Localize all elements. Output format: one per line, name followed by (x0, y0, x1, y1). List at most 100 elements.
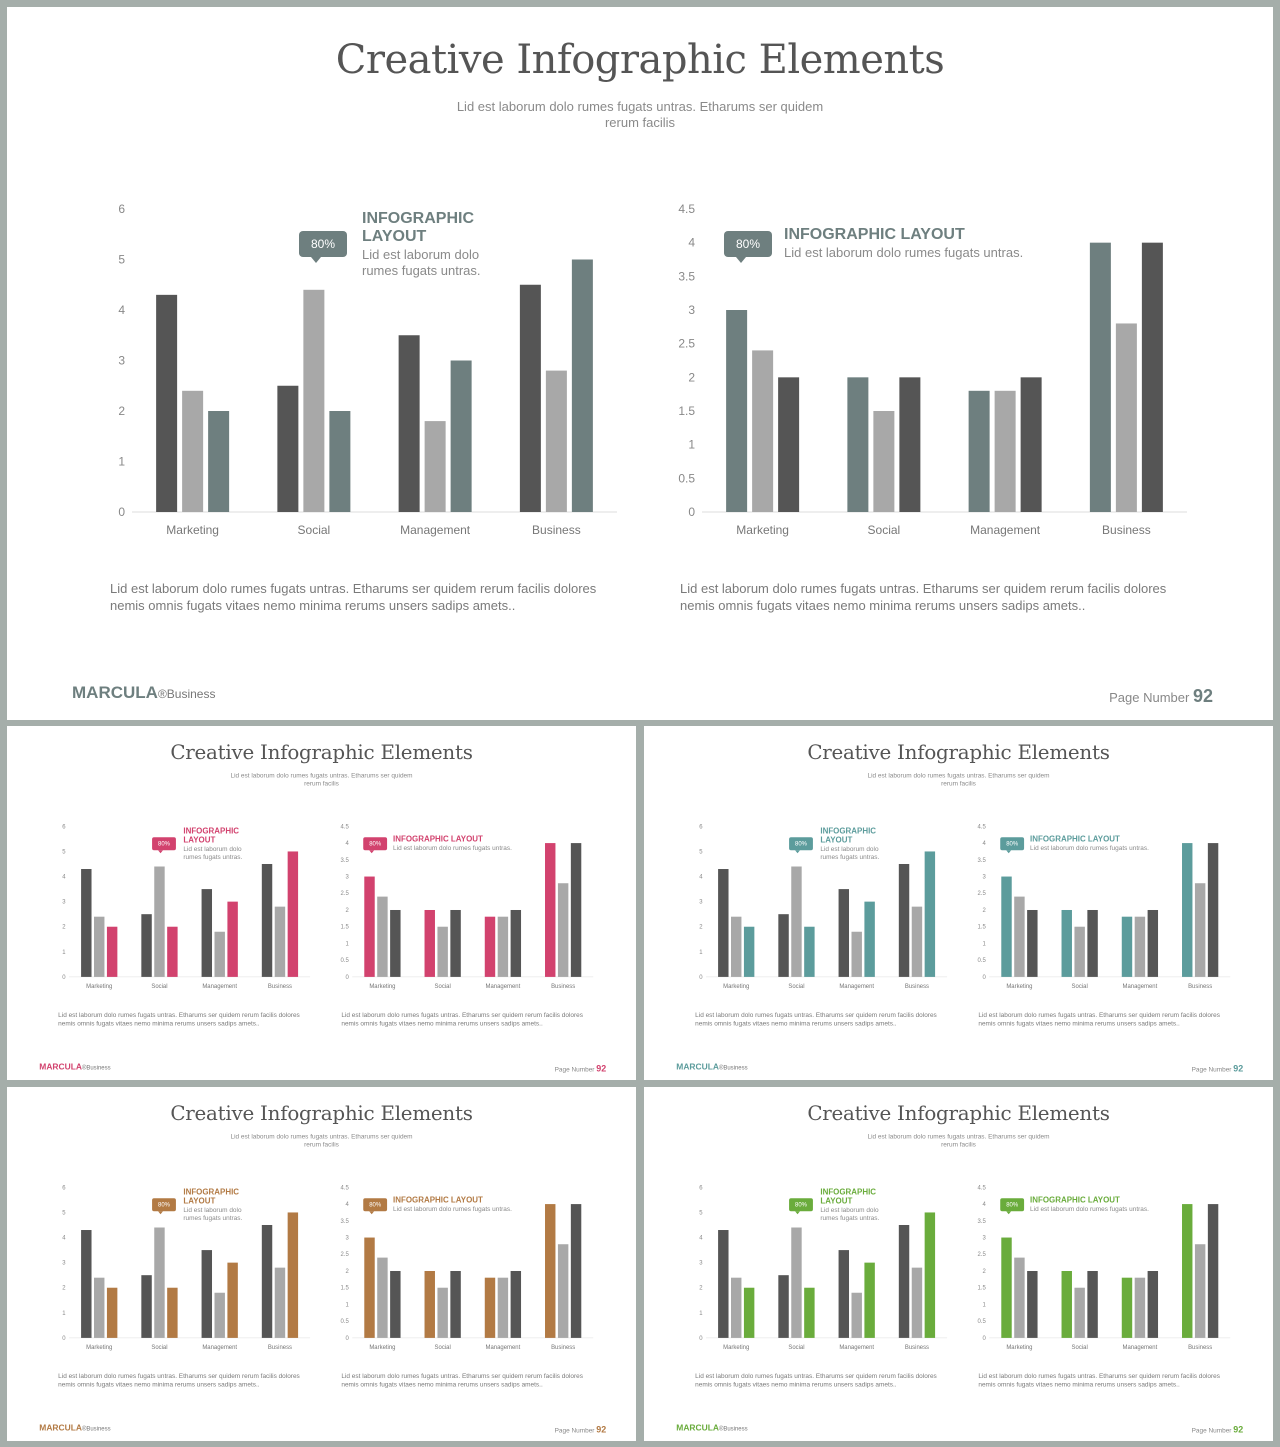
left-chart-bar (277, 385, 299, 512)
left-chart-bar (898, 1224, 910, 1338)
right-chart-ytick-label: 1 (688, 438, 695, 452)
page-number: 92 (1233, 1424, 1244, 1435)
brand-suffix: ®Business (718, 1063, 748, 1071)
left-chart: 0 1 2 3 4 5 6 Marketing Social Management Business (87, 197, 627, 542)
left-chart-bar (154, 1227, 165, 1338)
left-chart-ytick-label: 6 (62, 1185, 66, 1191)
right-chart-bar (752, 350, 774, 512)
right-chart-ytick-label: 1.5 (341, 1286, 350, 1292)
left-chart-bar (141, 1275, 152, 1338)
right-chart-bar (1087, 909, 1098, 977)
right-chart-ytick-label: 0.5 (978, 958, 987, 964)
right-chart-category-label: Social (1072, 984, 1088, 990)
left-chart-bar (201, 889, 213, 977)
right-chart-category-label: Marketing (1006, 1345, 1032, 1351)
right-chart-ytick-label: 4 (346, 1202, 350, 1208)
right-chart-ytick-label: 1 (346, 941, 350, 947)
right-chart-ytick-label: 1 (346, 1302, 350, 1308)
right-chart-bar (1194, 1244, 1206, 1338)
left-chart-bar (851, 1292, 862, 1338)
right-chart-ytick-label: 4.5 (978, 1185, 987, 1191)
page-number-label: Page Number 92 (555, 1424, 607, 1434)
right-info-body: Lid est laborum dolo rumes fugats untras… (1030, 844, 1149, 852)
left-chart-bar (214, 931, 225, 977)
slide-title: Creative Infographic Elements (807, 1101, 1110, 1125)
right-chart-bar (726, 310, 748, 512)
left-callout-badge: 80% (789, 1198, 813, 1215)
right-chart: 0 0.5 1 1.5 2 2.5 3 3.5 4 4.5 Marketing Social Manag… (967, 820, 1235, 991)
right-chart-bar (1134, 916, 1146, 977)
right-chart-ytick-label: 4.5 (341, 1185, 350, 1191)
right-chart-bar (390, 909, 401, 977)
left-description: Lid est laborum dolo rumes fugats untras… (58, 1372, 300, 1389)
right-chart-ytick-label: 3.5 (678, 269, 695, 283)
left-chart-bar (778, 914, 789, 977)
page-label: Page Number (554, 1426, 595, 1434)
right-chart-bar (1014, 896, 1025, 977)
right-chart-category-label: Business (1188, 984, 1212, 990)
left-info-body: Lid est laborum dolo rumes fugats untras… (362, 247, 481, 278)
right-chart-bar (1147, 1270, 1159, 1338)
right-chart-ytick-label: 3 (983, 875, 987, 881)
left-chart-bar (398, 335, 420, 512)
page-number: 92 (596, 1063, 607, 1074)
left-chart-bar (261, 863, 273, 977)
right-chart-ytick-label: 2.5 (341, 891, 350, 897)
left-info-title: INFOGRAPHIC LAYOUT (183, 1187, 240, 1206)
right-chart-bar (1121, 1277, 1133, 1338)
right-chart-bar (1141, 242, 1163, 512)
right-chart-ytick-label: 1 (983, 941, 987, 947)
slide-subtitle: Lid est laborum dolo rumes fugats untras… (230, 1132, 413, 1149)
right-chart-svg: 0 0.5 1 1.5 2 2.5 3 3.5 4 4.5 Marketing Social Manag… (341, 824, 594, 990)
left-description: Lid est laborum dolo rumes fugats untras… (695, 1372, 937, 1389)
left-chart-bar (227, 1262, 238, 1338)
left-callout-badge: 80% (789, 837, 813, 854)
slide-thumbnail: Creative Infographic Elements Lid est la… (7, 726, 636, 1080)
right-chart-bar (994, 390, 1016, 512)
page-number-label: Page Number 92 (1192, 1424, 1244, 1434)
right-chart-bar (1027, 1270, 1038, 1338)
left-chart-ytick-label: 4 (62, 1236, 66, 1242)
brand-logo: MARCULA®Business (676, 1062, 747, 1072)
slide-title: Creative Infographic Elements (170, 1101, 473, 1125)
left-chart-bar (81, 1230, 92, 1338)
right-description: Lid est laborum dolo rumes fugats untras… (341, 1011, 583, 1028)
brand-suffix: ®Business (81, 1063, 111, 1071)
right-chart-bar (778, 377, 800, 512)
page-label: Page Number (1191, 1065, 1232, 1073)
left-chart-bar (274, 1267, 286, 1338)
left-chart-ytick-label: 4 (699, 1236, 703, 1242)
right-chart-ytick-label: 0 (983, 975, 987, 981)
right-chart-bar (497, 1277, 509, 1338)
right-chart-svg: 0 0.5 1 1.5 2 2.5 3 3.5 4 4.5 Marketing Social Manag… (341, 1185, 594, 1351)
left-chart-bar (924, 1212, 936, 1338)
right-info-title: INFOGRAPHIC LAYOUT (784, 226, 965, 243)
right-chart-category-label: Business (1102, 523, 1151, 537)
left-chart-bar (851, 931, 862, 977)
left-chart: 0 1 2 3 4 5 6 Marketing Social Management Business (684, 820, 952, 991)
left-chart-bar (227, 901, 238, 977)
left-chart-bar (911, 1267, 923, 1338)
left-chart: 0 1 2 3 4 5 6 Marketing Social Management Business (47, 1181, 315, 1352)
left-chart-svg: 0 1 2 3 4 5 6 Marketing Social Management Business (699, 824, 948, 990)
left-chart-category-label: Marketing (723, 1345, 749, 1351)
left-chart-category-label: Business (268, 984, 292, 990)
slide-title: Creative Infographic Elements (335, 37, 945, 83)
right-chart-bar (377, 1257, 388, 1338)
right-chart-ytick-label: 2 (983, 1269, 987, 1275)
left-chart-bar (911, 906, 923, 977)
right-chart-ytick-label: 2 (346, 1269, 350, 1275)
right-chart-ytick-label: 3 (346, 1236, 350, 1242)
right-chart-bar (364, 1237, 375, 1338)
right-chart-category-label: Marketing (1006, 984, 1032, 990)
left-chart-ytick-label: 2 (699, 1286, 703, 1292)
right-chart-ytick-label: 3.5 (341, 1219, 350, 1225)
left-chart-ytick-label: 2 (118, 404, 125, 418)
left-chart-svg: 0 1 2 3 4 5 6 Marketing Social Management Business (699, 1185, 948, 1351)
right-chart: 0 0.5 1 1.5 2 2.5 3 3.5 4 4.5 Marketing Social Manag… (330, 1181, 598, 1352)
slide-subtitle: Lid est laborum dolo rumes fugats untras… (456, 99, 824, 130)
right-chart-bar (1014, 1257, 1025, 1338)
left-chart-category-label: Management (202, 984, 237, 990)
right-chart-ytick-label: 2 (346, 908, 350, 914)
right-chart-ytick-label: 0 (688, 505, 695, 519)
